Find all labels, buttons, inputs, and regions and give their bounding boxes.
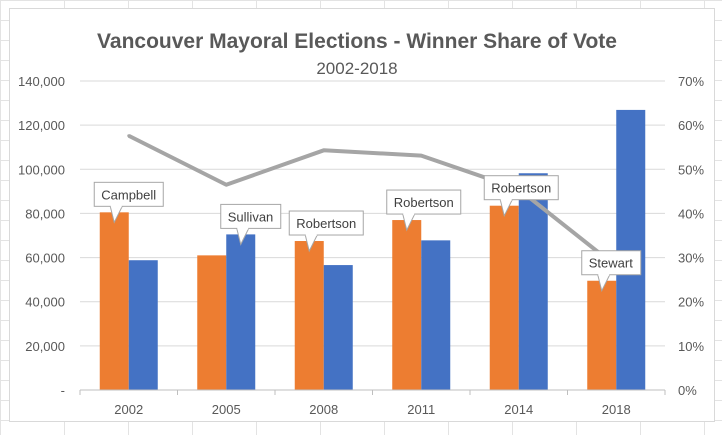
bar bbox=[99, 212, 129, 390]
x-tick-label: 2005 bbox=[212, 402, 241, 417]
y-right-tick-label: 50% bbox=[678, 162, 704, 177]
bar bbox=[421, 240, 451, 390]
y-left-tick-label: 140,000 bbox=[18, 74, 65, 89]
y-right-tick-label: 20% bbox=[678, 295, 704, 310]
callout: Robertson bbox=[288, 210, 364, 253]
callout: Robertson bbox=[386, 189, 462, 232]
callout-label: Campbell bbox=[101, 187, 156, 202]
callout: Campbell bbox=[93, 181, 164, 224]
callout: Stewart bbox=[581, 250, 642, 293]
callout-label: Robertson bbox=[394, 195, 454, 210]
callout-box bbox=[386, 189, 462, 215]
chart-subtitle: 2002-2018 bbox=[316, 59, 397, 78]
line-point bbox=[322, 148, 326, 152]
y-left-tick-label: 80,000 bbox=[25, 206, 65, 221]
bar bbox=[587, 280, 617, 390]
x-tick-label: 2008 bbox=[309, 402, 338, 417]
y-right-tick-label: 30% bbox=[678, 251, 704, 266]
gridlines bbox=[80, 80, 665, 347]
x-tick-label: 2014 bbox=[504, 402, 533, 417]
line-series bbox=[127, 133, 618, 268]
callout-box bbox=[581, 250, 642, 276]
x-tick-label: 2018 bbox=[602, 402, 631, 417]
bar bbox=[616, 109, 646, 390]
y-left-tick-label: 60,000 bbox=[25, 251, 65, 266]
line-point bbox=[419, 154, 423, 158]
y-left-tick-label: 20,000 bbox=[25, 339, 65, 354]
callout: Sullivan bbox=[220, 203, 282, 246]
bar bbox=[392, 220, 422, 390]
bars bbox=[99, 109, 646, 390]
callout-label: Stewart bbox=[589, 256, 633, 271]
y-right-tick-label: 0% bbox=[678, 383, 697, 398]
y-left-tick-label: 40,000 bbox=[25, 295, 65, 310]
y-right-tick-label: 70% bbox=[678, 74, 704, 89]
callout-box bbox=[288, 210, 364, 236]
bar bbox=[294, 241, 324, 390]
callout-label: Sullivan bbox=[228, 209, 274, 224]
line-point bbox=[224, 183, 228, 187]
callout: Robertson bbox=[483, 175, 559, 218]
y-left-tick-label: 120,000 bbox=[18, 118, 65, 133]
callouts: Campbell Sullivan Robertson Robertson Robert… bbox=[93, 175, 642, 293]
callout-box bbox=[220, 203, 282, 229]
bar bbox=[197, 255, 227, 390]
bar bbox=[128, 260, 158, 390]
line-point bbox=[127, 134, 131, 138]
y-left-tick-label: - bbox=[61, 383, 65, 398]
axes: - 0% 20,000 10% 40,000 20% 60,000 30% 80,000 40% 1… bbox=[18, 74, 704, 417]
callout-box bbox=[93, 181, 164, 207]
bar bbox=[518, 173, 548, 390]
x-tick-label: 2011 bbox=[407, 402, 435, 417]
callout-label: Robertson bbox=[296, 216, 356, 231]
bar bbox=[323, 265, 353, 390]
callout-box bbox=[483, 175, 559, 201]
y-right-tick-label: 40% bbox=[678, 206, 704, 221]
chart-title: Vancouver Mayoral Elections - Winner Sha… bbox=[97, 30, 617, 53]
callout-label: Robertson bbox=[491, 181, 551, 196]
y-right-tick-label: 10% bbox=[678, 339, 704, 354]
x-tick-label: 2002 bbox=[114, 402, 143, 417]
bar bbox=[489, 205, 519, 390]
y-left-tick-label: 100,000 bbox=[18, 162, 65, 177]
bar bbox=[226, 234, 256, 390]
y-right-tick-label: 60% bbox=[678, 118, 704, 133]
